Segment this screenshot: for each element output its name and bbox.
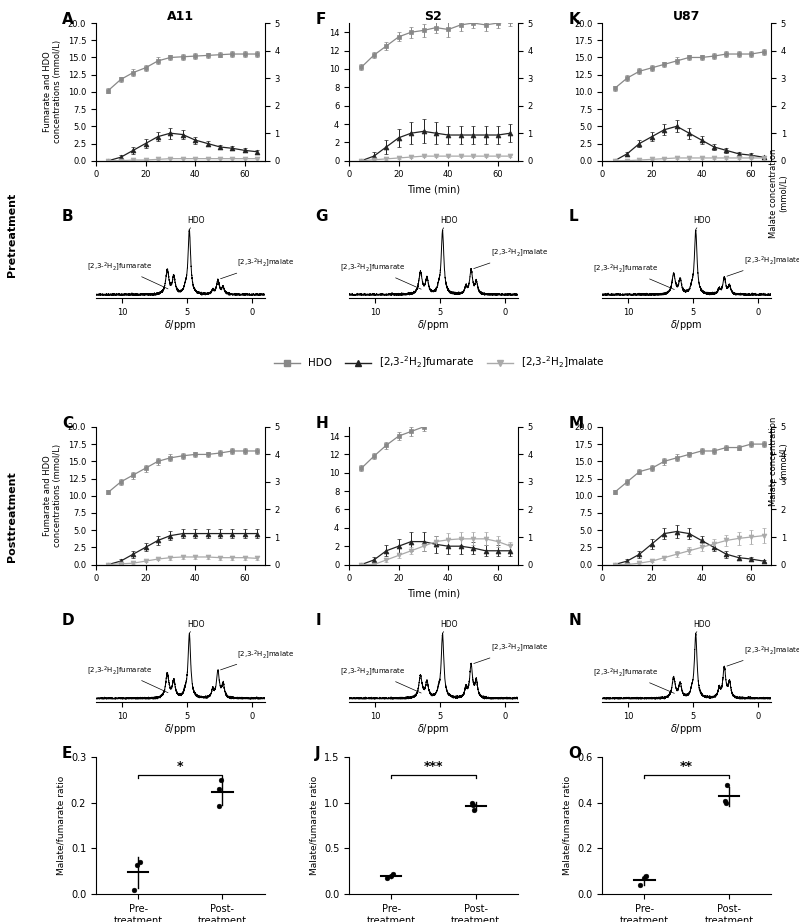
X-axis label: $\delta$/ppm: $\delta$/ppm (417, 318, 450, 332)
Text: [2,3-$^2$H$_2$]fumarate: [2,3-$^2$H$_2$]fumarate (593, 262, 674, 290)
Point (213, 798, 225, 813)
Point (634, 878, 646, 892)
Text: Posttreatment: Posttreatment (7, 471, 17, 561)
Point (640, 869, 653, 883)
Text: HDO: HDO (440, 216, 458, 230)
Point (467, 798, 479, 812)
Text: ***: *** (423, 761, 443, 774)
Point (467, 802, 480, 817)
Text: F: F (316, 12, 326, 27)
Point (128, 882, 141, 897)
Point (214, 773, 227, 787)
Text: H: H (316, 416, 328, 431)
Text: L: L (569, 209, 578, 224)
Text: Malate concentration
(mmol/L): Malate concentration (mmol/L) (769, 149, 789, 238)
Point (131, 857, 144, 872)
Text: [2,3-$^2$H$_2$]malate: [2,3-$^2$H$_2$]malate (221, 648, 295, 670)
X-axis label: $\delta$/ppm: $\delta$/ppm (670, 722, 703, 736)
Text: HDO: HDO (694, 216, 710, 230)
Text: HDO: HDO (187, 620, 205, 633)
Title: S2: S2 (424, 10, 443, 23)
Title: U87: U87 (673, 10, 701, 23)
Y-axis label: Malate/fumarate ratio: Malate/fumarate ratio (562, 776, 571, 875)
Text: [2,3-$^2$H$_2$]malate: [2,3-$^2$H$_2$]malate (221, 256, 295, 278)
Y-axis label: Fumarate and HDO
concentrations (mmol/L): Fumarate and HDO concentrations (mmol/L) (42, 41, 62, 144)
Point (387, 867, 400, 881)
Point (719, 794, 732, 809)
Point (719, 795, 732, 810)
Point (133, 855, 146, 869)
Text: E: E (62, 746, 73, 761)
Text: *: * (177, 761, 184, 774)
Text: M: M (569, 416, 583, 431)
Point (384, 869, 397, 883)
Text: [2,3-$^2$H$_2$]fumarate: [2,3-$^2$H$_2$]fumarate (87, 260, 168, 289)
Text: J: J (316, 746, 321, 761)
Text: N: N (569, 613, 581, 628)
X-axis label: $\delta$/ppm: $\delta$/ppm (164, 318, 197, 332)
Text: G: G (316, 209, 328, 224)
Text: [2,3-$^2$H$_2$]malate: [2,3-$^2$H$_2$]malate (727, 644, 799, 666)
Text: **: ** (680, 761, 694, 774)
Point (638, 871, 650, 886)
Y-axis label: Malate/fumarate ratio: Malate/fumarate ratio (309, 776, 319, 875)
Text: [2,3-$^2$H$_2$]fumarate: [2,3-$^2$H$_2$]fumarate (340, 665, 421, 693)
Text: A: A (62, 12, 74, 27)
Y-axis label: Fumarate and HDO
concentrations (mmol/L): Fumarate and HDO concentrations (mmol/L) (42, 444, 62, 548)
X-axis label: Time (min): Time (min) (407, 185, 460, 195)
Text: Pretreatment: Pretreatment (7, 193, 17, 278)
Text: [2,3-$^2$H$_2$]malate: [2,3-$^2$H$_2$]malate (474, 642, 548, 664)
Point (213, 782, 226, 797)
X-axis label: $\delta$/ppm: $\delta$/ppm (670, 318, 703, 332)
Text: D: D (62, 613, 75, 628)
Point (466, 795, 479, 810)
Text: HDO: HDO (694, 620, 710, 633)
Title: A11: A11 (167, 10, 194, 23)
Text: [2,3-$^2$H$_2$]malate: [2,3-$^2$H$_2$]malate (727, 254, 799, 277)
Text: HDO: HDO (440, 620, 458, 633)
Text: [2,3-$^2$H$_2$]malate: [2,3-$^2$H$_2$]malate (474, 246, 548, 268)
Text: Malate concentration
(mmol/L): Malate concentration (mmol/L) (769, 417, 789, 505)
Point (721, 778, 733, 793)
Text: [2,3-$^2$H$_2$]fumarate: [2,3-$^2$H$_2$]fumarate (87, 664, 168, 692)
Text: [2,3-$^2$H$_2$]fumarate: [2,3-$^2$H$_2$]fumarate (593, 666, 674, 693)
Text: O: O (569, 746, 582, 761)
Text: B: B (62, 209, 74, 224)
X-axis label: Time (min): Time (min) (407, 589, 460, 598)
X-axis label: $\delta$/ppm: $\delta$/ppm (164, 722, 197, 736)
X-axis label: $\delta$/ppm: $\delta$/ppm (417, 722, 450, 736)
Point (380, 870, 393, 885)
Text: HDO: HDO (187, 216, 205, 230)
Legend: HDO, [2,3-$^2$H$_2$]fumarate, [2,3-$^2$H$_2$]malate: HDO, [2,3-$^2$H$_2$]fumarate, [2,3-$^2$H… (269, 350, 610, 374)
Text: I: I (316, 613, 321, 628)
Text: C: C (62, 416, 74, 431)
Text: [2,3-$^2$H$_2$]fumarate: [2,3-$^2$H$_2$]fumarate (340, 261, 421, 290)
Y-axis label: Malate/fumarate ratio: Malate/fumarate ratio (56, 776, 66, 875)
Text: K: K (569, 12, 580, 27)
